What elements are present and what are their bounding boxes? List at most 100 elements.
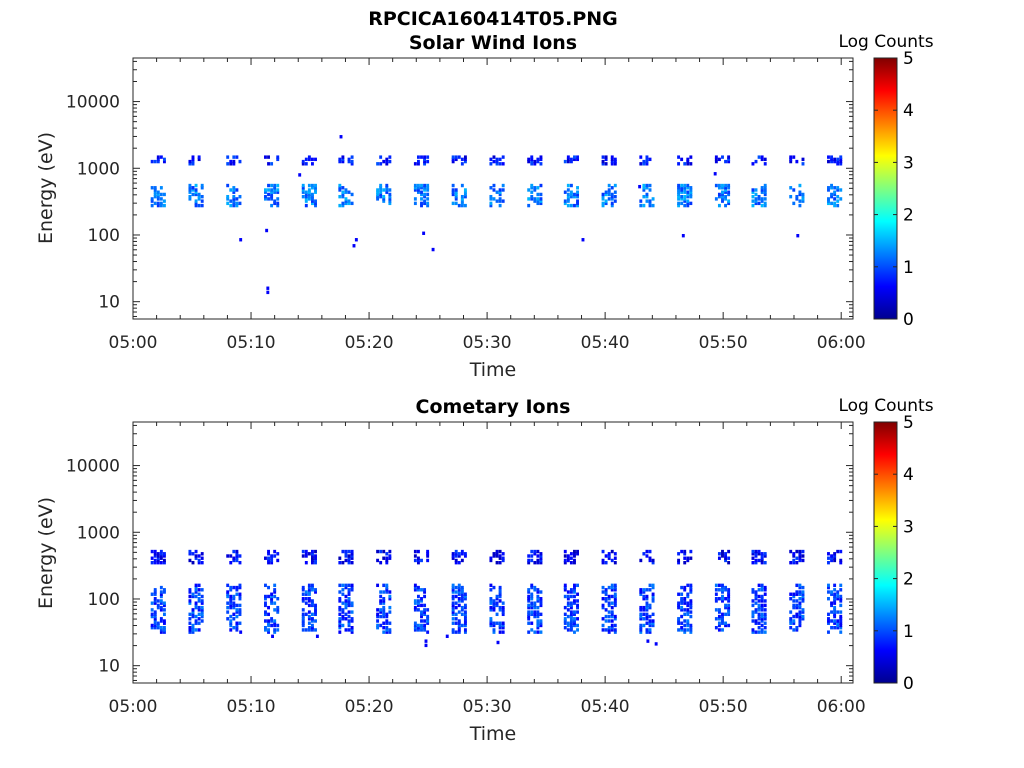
data-cell (150, 614, 154, 619)
data-cell (801, 608, 805, 612)
data-cell (338, 623, 342, 628)
data-cell (270, 197, 274, 201)
data-cell (569, 590, 573, 594)
data-cell (648, 588, 652, 592)
data-cell (613, 583, 617, 588)
data-cell (683, 552, 687, 556)
data-cell (235, 592, 239, 596)
data-cell (689, 601, 693, 605)
data-cell (536, 560, 540, 565)
data-cell (338, 159, 342, 164)
data-cell (613, 601, 617, 605)
data-cell (563, 605, 567, 610)
data-cell (451, 157, 455, 162)
data-cell (724, 188, 728, 192)
x-tick-label: 05:10 (227, 697, 276, 717)
data-cell (754, 558, 758, 563)
data-cell (273, 630, 277, 634)
data-cell (801, 614, 805, 619)
data-cell (610, 162, 614, 166)
data-cell (382, 194, 386, 199)
colorbar-tick-label: 2 (903, 206, 914, 226)
data-cell (350, 625, 354, 630)
data-cell (530, 601, 534, 605)
data-cell (413, 201, 417, 206)
data-cell (717, 614, 721, 619)
data-cell (601, 197, 605, 201)
data-cell (607, 594, 611, 599)
data-cell (830, 558, 834, 563)
data-cell (267, 623, 270, 628)
data-cell (454, 190, 458, 194)
data-cell (689, 155, 693, 159)
data-cell (153, 560, 157, 565)
data-cell (229, 619, 233, 623)
data-cell (533, 585, 537, 590)
data-cell (307, 155, 311, 159)
data-cell (566, 601, 570, 605)
data-cell (533, 162, 537, 166)
data-cell (273, 186, 277, 190)
data-cell (833, 203, 837, 208)
data-cell (836, 623, 840, 628)
data-cell (839, 560, 843, 565)
data-cell (426, 186, 430, 190)
data-cell (379, 155, 383, 159)
data-cell (530, 554, 534, 558)
data-cell (270, 556, 274, 560)
data-cell (454, 157, 458, 162)
data-cell (153, 558, 157, 563)
data-cell (721, 599, 724, 603)
data-cell (463, 190, 467, 194)
data-cell (235, 588, 239, 592)
data-cell (798, 605, 802, 610)
data-cell (792, 599, 796, 603)
data-cell (648, 603, 652, 608)
data-cell (527, 188, 531, 192)
data-cell (159, 197, 163, 201)
data-cell (416, 603, 420, 608)
data-cell (388, 155, 392, 159)
data-cell (153, 623, 157, 628)
data-cell (307, 590, 311, 594)
data-cell (194, 554, 198, 558)
data-cell (798, 612, 802, 617)
data-cell (200, 612, 204, 617)
data-cell (789, 155, 793, 159)
data-cell (424, 643, 428, 648)
data-cell (159, 592, 163, 596)
data-cell (457, 560, 461, 565)
data-cell (235, 558, 239, 563)
data-cell (836, 619, 840, 623)
data-cell (501, 608, 505, 612)
data-cell (232, 612, 236, 617)
data-cell (350, 201, 354, 206)
data-cell (194, 583, 198, 588)
data-cell (727, 588, 731, 592)
data-cell (347, 159, 351, 164)
data-cell (763, 630, 767, 634)
data-cell (388, 194, 392, 199)
data-cell (792, 188, 796, 192)
data-cell (714, 197, 718, 201)
data-cell (153, 588, 157, 592)
data-cell (714, 583, 718, 588)
data-cell (197, 597, 201, 601)
data-cell (238, 610, 242, 614)
data-cell (610, 197, 614, 201)
data-cell (563, 612, 567, 617)
data-cell (689, 599, 693, 603)
data-cell (385, 560, 389, 565)
data-cell (689, 625, 693, 630)
data-cell (153, 190, 157, 194)
data-cell (301, 194, 305, 199)
data-cell (270, 203, 274, 208)
data-cell (501, 610, 505, 614)
data-cell (194, 549, 198, 554)
data-cell (573, 192, 576, 197)
data-cell (654, 642, 658, 646)
data-cell (836, 625, 840, 630)
data-cell (341, 192, 345, 197)
data-cell (301, 159, 305, 164)
data-cell (347, 601, 351, 605)
